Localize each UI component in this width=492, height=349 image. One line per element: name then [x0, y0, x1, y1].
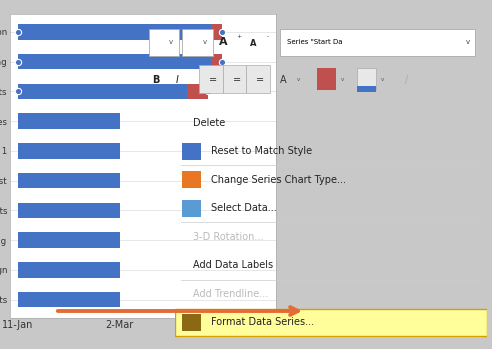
Text: A: A — [219, 37, 228, 47]
FancyBboxPatch shape — [199, 65, 223, 94]
FancyBboxPatch shape — [183, 200, 201, 217]
Text: A: A — [249, 39, 256, 49]
Text: v: v — [297, 77, 300, 82]
Text: Change Series Chart Type...: Change Series Chart Type... — [211, 175, 345, 185]
FancyBboxPatch shape — [183, 171, 201, 188]
Text: I: I — [176, 75, 178, 85]
Text: B: B — [152, 75, 159, 85]
Bar — [211, 24, 222, 39]
Bar — [18, 292, 120, 307]
Text: v: v — [465, 39, 469, 45]
Text: =: = — [233, 75, 241, 85]
Bar — [187, 84, 209, 99]
Text: Add Data Labels: Add Data Labels — [193, 260, 274, 270]
Text: -: - — [267, 34, 269, 39]
Text: /: / — [404, 75, 408, 85]
Text: v: v — [169, 39, 173, 45]
FancyBboxPatch shape — [358, 86, 376, 92]
FancyBboxPatch shape — [317, 68, 336, 90]
Text: v: v — [202, 39, 207, 45]
FancyBboxPatch shape — [358, 68, 376, 90]
FancyBboxPatch shape — [149, 29, 179, 56]
Text: Delete: Delete — [193, 118, 226, 128]
Text: Add Trendline...: Add Trendline... — [193, 289, 269, 299]
Bar — [18, 113, 120, 129]
FancyBboxPatch shape — [223, 65, 246, 94]
FancyBboxPatch shape — [183, 143, 201, 160]
Text: =: = — [256, 75, 265, 85]
FancyBboxPatch shape — [182, 29, 213, 56]
Text: Format Data Series...: Format Data Series... — [211, 317, 314, 327]
Text: Series "Start Da: Series "Start Da — [287, 39, 342, 45]
Text: Reset to Match Style: Reset to Match Style — [211, 146, 312, 156]
Text: +: + — [236, 34, 242, 39]
Bar — [18, 24, 211, 39]
Bar — [18, 203, 120, 218]
Bar — [18, 232, 120, 248]
FancyArrowPatch shape — [58, 307, 298, 315]
Bar — [18, 54, 211, 69]
Bar — [18, 84, 187, 99]
Bar — [18, 143, 120, 159]
FancyBboxPatch shape — [280, 29, 475, 56]
Bar — [18, 173, 120, 188]
Text: =: = — [209, 75, 217, 85]
FancyBboxPatch shape — [183, 314, 201, 331]
Text: 3-D Rotation...: 3-D Rotation... — [193, 232, 264, 242]
Text: v: v — [340, 77, 344, 82]
FancyBboxPatch shape — [175, 309, 487, 336]
FancyBboxPatch shape — [246, 65, 270, 94]
Text: A: A — [280, 75, 286, 85]
Bar — [211, 54, 222, 69]
Text: v: v — [381, 77, 384, 82]
Text: Select Data...: Select Data... — [211, 203, 277, 213]
Bar — [18, 262, 120, 278]
